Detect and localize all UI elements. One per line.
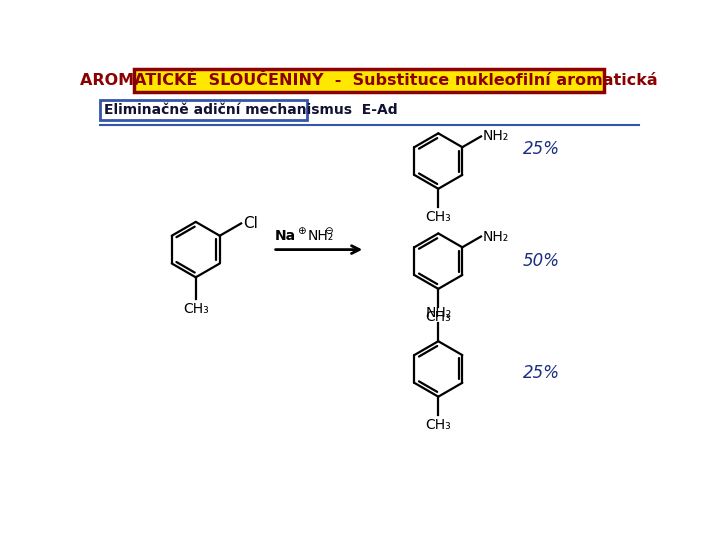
Text: CH₃: CH₃ [426,211,451,224]
Text: NH₂: NH₂ [307,229,333,243]
FancyBboxPatch shape [99,100,307,120]
Text: 50%: 50% [523,252,560,270]
Text: NH₂: NH₂ [426,306,451,320]
Text: CH₃: CH₃ [426,310,451,325]
Text: 25%: 25% [523,364,560,382]
Text: NH₂: NH₂ [482,130,509,144]
Text: NH₂: NH₂ [482,230,509,244]
Text: ⊕: ⊕ [297,226,306,236]
Text: Eliminačně adiční mechanismus  E-Ad: Eliminačně adiční mechanismus E-Ad [104,103,397,117]
Text: Na: Na [275,229,296,243]
Text: CH₃: CH₃ [426,418,451,432]
Text: 25%: 25% [523,140,560,159]
Text: AROMATICKÉ  SLOUČENINY  -  Substituce nukleofilní aromatická: AROMATICKÉ SLOUČENINY - Substituce nukle… [80,73,658,87]
Text: CH₃: CH₃ [183,302,209,316]
FancyBboxPatch shape [134,69,604,92]
Text: Cl: Cl [243,216,258,231]
Text: ⊖: ⊖ [324,226,333,236]
